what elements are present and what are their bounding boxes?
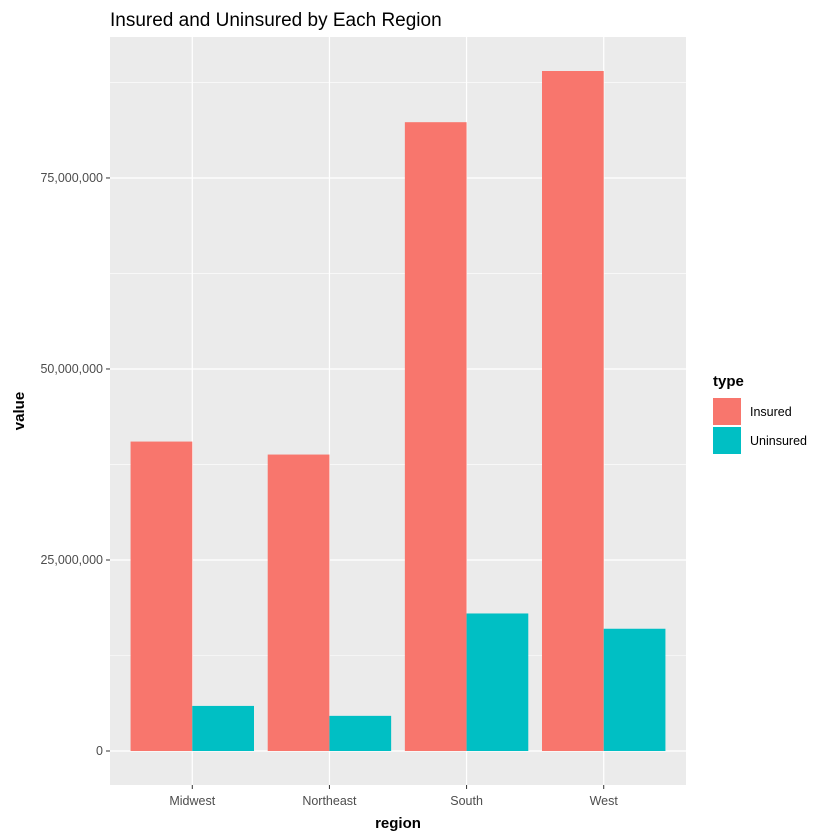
x-tick-label: Northeast xyxy=(302,794,357,808)
bar-uninsured-midwest xyxy=(192,705,254,751)
bar-uninsured-west xyxy=(603,628,666,751)
legend-label-insured: Insured xyxy=(750,405,792,419)
bar-uninsured-south xyxy=(466,613,529,751)
y-tick-label: 50,000,000 xyxy=(40,362,103,376)
legend: type Insured Uninsured xyxy=(713,373,807,454)
bar-insured-midwest xyxy=(130,441,193,751)
x-axis-title: region xyxy=(375,815,421,832)
bar-insured-south xyxy=(404,122,467,751)
y-tick-label: 75,000,000 xyxy=(40,171,103,185)
y-tick-label: 25,000,000 xyxy=(40,553,103,567)
y-axis-title: value xyxy=(11,392,28,430)
bar-uninsured-northeast xyxy=(329,715,392,751)
legend-label-uninsured: Uninsured xyxy=(750,434,807,448)
y-tick-label: 0 xyxy=(96,744,103,758)
x-axis: Midwest Northeast South West xyxy=(169,785,618,808)
chart-title: Insured and Uninsured by Each Region xyxy=(110,10,442,31)
legend-key-insured xyxy=(713,398,741,425)
x-tick-label: West xyxy=(590,794,619,808)
bar-insured-west xyxy=(542,71,604,751)
x-tick-label: Midwest xyxy=(169,794,215,808)
legend-key-uninsured xyxy=(713,427,741,454)
y-axis: 0 25,000,000 50,000,000 75,000,000 xyxy=(40,171,110,758)
legend-title: type xyxy=(713,373,744,390)
bars xyxy=(130,71,666,751)
bar-insured-northeast xyxy=(267,454,330,751)
x-tick-label: South xyxy=(450,794,483,808)
